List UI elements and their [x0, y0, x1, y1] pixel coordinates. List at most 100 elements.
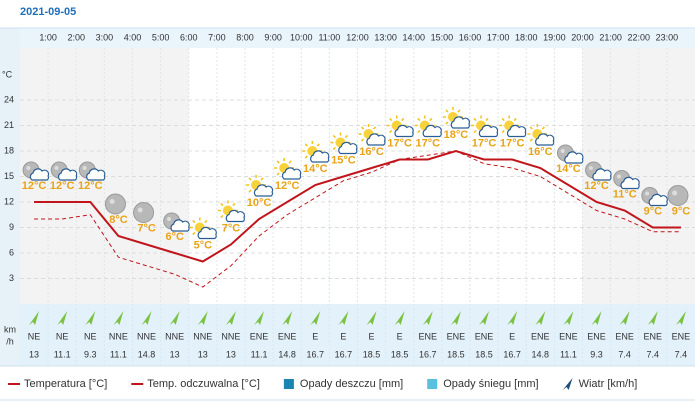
legend-swatch	[427, 379, 438, 389]
temp-label: 8°C	[109, 214, 128, 226]
moon-crater	[54, 166, 59, 170]
sun-ray	[304, 143, 308, 147]
temp-label: 17°C	[387, 137, 412, 149]
weather-icon	[585, 161, 612, 181]
legend-label: Temperatura [°C]	[24, 378, 107, 390]
cloud	[29, 168, 50, 181]
wind-direction: NNE	[109, 331, 128, 341]
wind-speed: 13	[198, 349, 208, 359]
wind-direction: NNE	[193, 331, 212, 341]
sun-ray	[513, 117, 517, 122]
wind-direction: ENE	[672, 331, 691, 341]
temp-label: 16°C	[359, 146, 384, 158]
moon-crater	[82, 166, 87, 170]
wind-arrow	[507, 311, 518, 325]
moon-crater	[645, 191, 650, 196]
cloud	[310, 150, 330, 163]
moon-crater	[588, 166, 593, 170]
wind-direction: NE	[28, 331, 41, 341]
wind-direction: ENE	[419, 331, 438, 341]
wind-arrow	[591, 311, 602, 325]
weather-icon	[527, 124, 555, 146]
wind-arrow	[619, 311, 630, 325]
wind-speed: 13	[170, 349, 180, 359]
hour-label: 12:00	[346, 32, 369, 42]
moon-crater	[672, 190, 678, 196]
weather-icon	[330, 132, 358, 155]
sun-ray	[541, 126, 545, 130]
wind-direction: NNE	[137, 331, 156, 341]
hour-label: 2:00	[67, 32, 85, 42]
sun-ray	[288, 160, 292, 164]
wind-arrow	[29, 311, 40, 325]
cloud	[564, 151, 584, 164]
sun-ray	[192, 231, 196, 236]
cloud	[422, 124, 442, 138]
wind-arrow	[422, 311, 433, 325]
wind-arrow	[450, 311, 461, 325]
cloud	[281, 167, 302, 180]
cloud	[253, 184, 274, 197]
weather-icon	[217, 200, 245, 223]
hour-label: 22:00	[627, 32, 650, 42]
moon-crater	[560, 149, 565, 153]
sun-ray	[372, 126, 377, 130]
temp-label: 12°C	[584, 180, 609, 192]
temp-label: 11°C	[613, 188, 637, 200]
y-tick-label: 24	[4, 94, 14, 104]
temp-label: 5°C	[194, 239, 213, 251]
wind-direction: ENE	[250, 331, 269, 341]
cloud	[57, 168, 78, 181]
sun-ray	[276, 172, 280, 176]
cloud	[535, 133, 555, 146]
wind-direction: ENE	[587, 331, 606, 341]
cloud	[170, 219, 190, 232]
temp-label: 6°C	[165, 231, 184, 243]
moon-crater	[137, 207, 143, 213]
wind-speed: 11.1	[251, 349, 268, 359]
wind-direction: E	[369, 331, 375, 341]
wind-direction: ENE	[278, 331, 297, 341]
wind-direction: ENE	[531, 331, 550, 341]
wind-direction: NE	[84, 331, 97, 341]
wind-speed: 14.8	[278, 349, 296, 359]
wind-arrow	[310, 311, 321, 325]
y-tick-label: 3	[9, 273, 14, 283]
cloud	[506, 124, 527, 138]
sun-ray	[389, 129, 393, 134]
weather-icon	[274, 158, 302, 180]
weather-icon	[414, 115, 442, 138]
temp-label: 10°C	[247, 197, 272, 209]
wind-arrow	[141, 311, 152, 325]
hour-label: 10:00	[290, 32, 313, 42]
sun-ray	[220, 214, 224, 219]
hour-label: 13:00	[374, 32, 397, 42]
hour-label: 3:00	[96, 32, 114, 42]
legend-swatch	[562, 378, 573, 390]
sun-ray	[473, 117, 477, 122]
wind-arrow	[535, 311, 546, 325]
sun-ray	[445, 109, 449, 113]
weather-icon	[556, 144, 584, 164]
wind-arrow	[338, 311, 349, 325]
cloud	[197, 226, 217, 240]
wind-direction: E	[340, 331, 346, 341]
sun-ray	[248, 189, 252, 193]
sun-ray	[417, 117, 421, 122]
temp-label: 7°C	[222, 222, 241, 234]
temp-label: 9°C	[672, 205, 691, 217]
hour-label: 4:00	[124, 32, 142, 42]
hour-label: 6:00	[180, 32, 198, 42]
weather-icon	[22, 161, 50, 181]
temp-label: 17°C	[472, 137, 497, 149]
weather-icon	[386, 115, 414, 138]
weather-icon	[499, 115, 527, 138]
hour-label: 15:00	[431, 32, 454, 42]
sun-ray	[445, 121, 449, 125]
moon	[104, 193, 126, 215]
wind-arrow	[85, 311, 96, 325]
hour-label: 21:00	[599, 32, 622, 42]
y-tick-label: 18	[4, 145, 14, 155]
moon	[133, 202, 155, 223]
wind-speed: 18.5	[475, 349, 493, 359]
